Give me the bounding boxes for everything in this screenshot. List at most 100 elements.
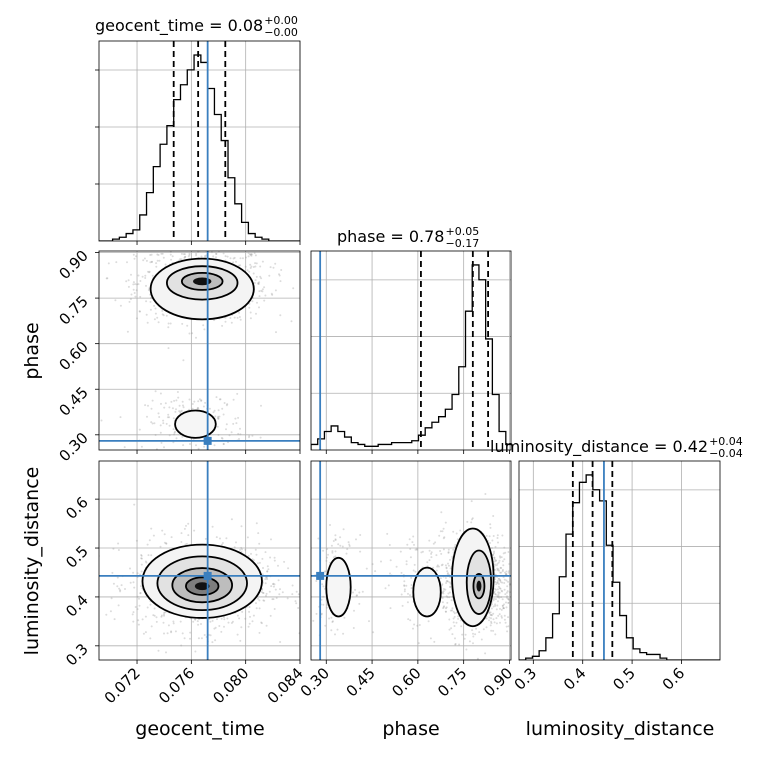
- sample-point: [407, 618, 410, 621]
- sample-point: [266, 570, 269, 573]
- sample-point: [326, 548, 329, 550]
- sample-point: [196, 249, 198, 251]
- sample-point: [508, 563, 511, 565]
- sample-point: [247, 252, 250, 255]
- sample-point: [246, 536, 249, 539]
- sample-point: [347, 541, 350, 544]
- sample-point: [501, 560, 504, 563]
- sample-point: [452, 617, 455, 620]
- sample-point: [411, 541, 414, 544]
- sample-point: [500, 596, 503, 599]
- sample-point: [413, 563, 416, 566]
- sample-point: [342, 528, 345, 531]
- sample-point: [494, 603, 497, 606]
- sample-point: [215, 536, 218, 539]
- sample-point: [498, 613, 501, 616]
- sample-point: [144, 404, 147, 407]
- panel-title-lower-error: −0.00: [264, 26, 298, 39]
- sample-point: [331, 621, 334, 623]
- sample-point: [508, 591, 511, 594]
- sample-point: [406, 543, 409, 546]
- sample-point: [488, 619, 490, 622]
- sample-point: [202, 405, 205, 408]
- panel-title-lower-error: −0.04: [709, 447, 743, 460]
- sample-point: [343, 616, 346, 619]
- sample-point: [167, 347, 170, 350]
- sample-point: [189, 637, 191, 640]
- sample-point: [156, 316, 159, 319]
- sample-point: [266, 565, 269, 568]
- sample-point: [120, 584, 123, 587]
- sample-point: [441, 563, 444, 566]
- sample-point: [251, 620, 254, 623]
- contour-line: [451, 527, 495, 628]
- sample-point: [230, 518, 233, 521]
- sample-point: [454, 643, 457, 645]
- sample-point: [203, 328, 206, 331]
- sample-point: [230, 321, 233, 324]
- sample-point: [501, 590, 504, 593]
- sample-point: [172, 417, 175, 420]
- sample-point: [150, 421, 153, 424]
- sample-point: [188, 252, 191, 255]
- sample-point: [148, 539, 151, 542]
- sample-point: [160, 615, 163, 618]
- sample-point: [132, 253, 135, 256]
- sample-point: [113, 618, 116, 621]
- sample-point: [220, 247, 222, 249]
- sample-point: [160, 441, 163, 444]
- sample-point: [273, 556, 276, 559]
- sample-point: [237, 416, 240, 419]
- sample-point: [359, 534, 362, 536]
- sample-point: [272, 583, 274, 586]
- sample-point: [400, 593, 403, 596]
- sample-point: [262, 599, 265, 602]
- sample-point: [278, 274, 281, 277]
- sample-point: [500, 571, 503, 574]
- sample-point: [189, 631, 192, 634]
- sample-point: [448, 591, 451, 594]
- sample-point: [489, 663, 491, 665]
- sample-point: [248, 270, 251, 273]
- sample-point: [137, 619, 140, 622]
- sample-point: [147, 404, 149, 407]
- sample-point: [180, 409, 183, 412]
- sample-point: [260, 591, 263, 593]
- panel-title-text: luminosity_distance = 0.42: [490, 437, 708, 457]
- sample-point: [499, 587, 502, 590]
- sample-point: [221, 437, 224, 440]
- sample-point: [275, 597, 278, 599]
- sample-point: [126, 261, 128, 264]
- sample-point: [139, 592, 142, 595]
- sample-point: [139, 295, 142, 298]
- sample-point: [502, 607, 505, 610]
- sample-point: [250, 552, 252, 555]
- sample-point: [441, 601, 444, 604]
- sample-point: [257, 597, 259, 600]
- sample-point: [235, 260, 237, 263]
- sample-point: [454, 544, 457, 546]
- sample-point: [184, 256, 187, 258]
- sample-point: [352, 627, 355, 629]
- sample-point: [237, 432, 240, 435]
- y-axis-label: phase: [21, 322, 43, 379]
- panel-title-text: phase = 0.78: [337, 227, 444, 246]
- sample-point: [493, 590, 496, 593]
- sample-point: [445, 567, 448, 570]
- sample-point: [168, 424, 171, 427]
- sample-point: [500, 615, 503, 618]
- sample-point: [262, 592, 265, 594]
- sample-point: [440, 564, 443, 567]
- sample-point: [496, 579, 499, 582]
- sample-point: [245, 256, 247, 259]
- sample-point: [128, 300, 131, 303]
- sample-point: [169, 322, 172, 325]
- sample-point: [132, 611, 135, 614]
- sample-point: [210, 251, 213, 254]
- sample-point: [226, 403, 229, 406]
- sample-point: [161, 313, 164, 316]
- sample-point: [123, 446, 126, 449]
- sample-point: [446, 573, 449, 576]
- contour-line: [472, 573, 486, 600]
- sample-point: [174, 630, 177, 633]
